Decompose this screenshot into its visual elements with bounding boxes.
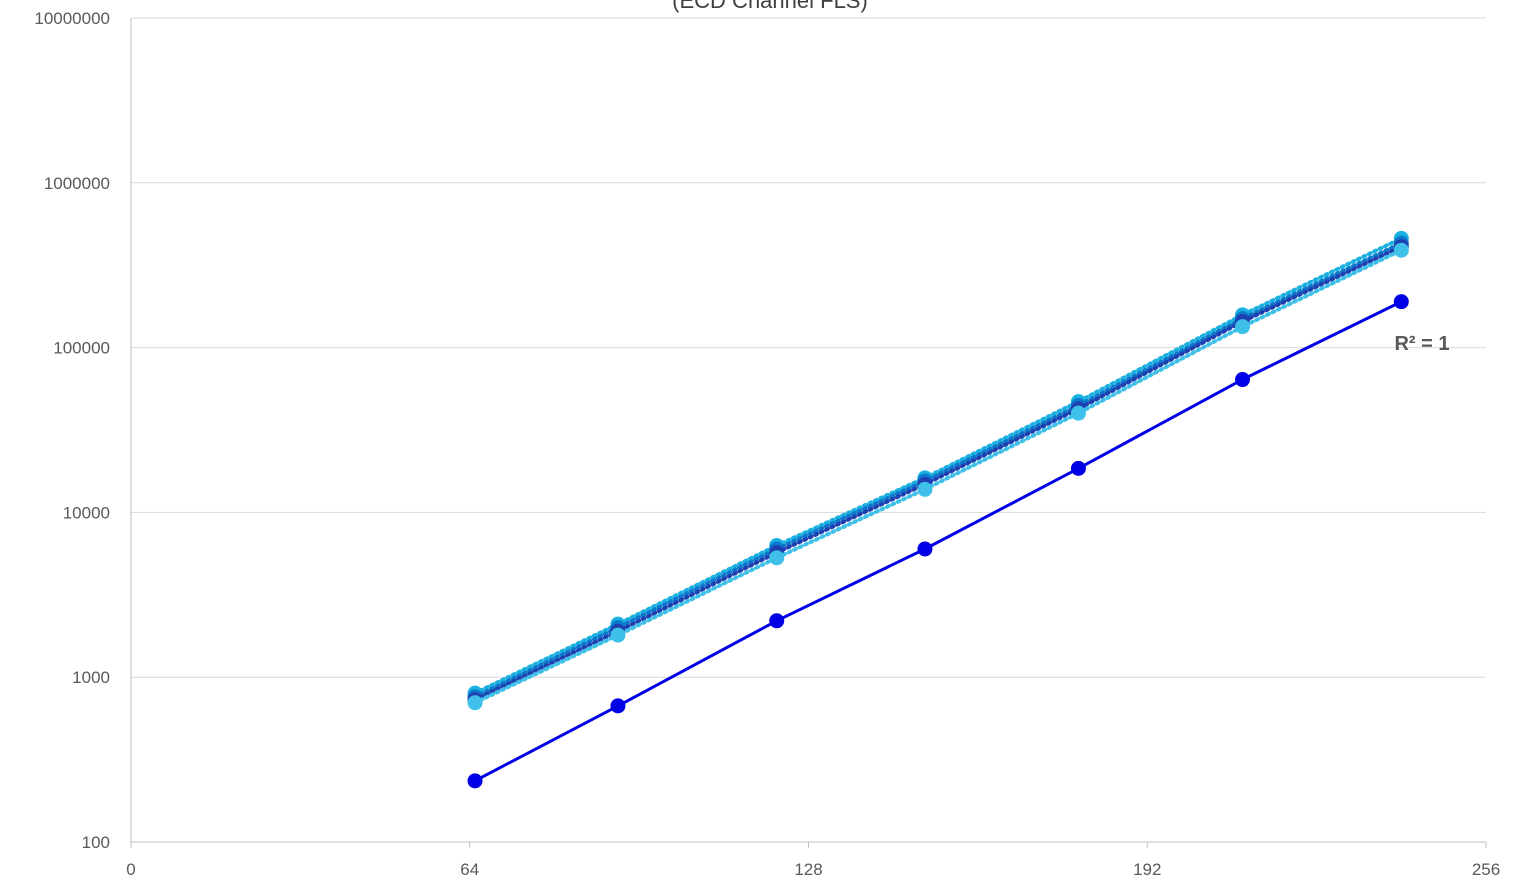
- series-0-point-6: [1393, 294, 1409, 310]
- series-0-point-4: [1070, 460, 1086, 476]
- y-tick-label-10000: 10000: [63, 503, 110, 522]
- y-tick-label-100: 100: [82, 833, 110, 852]
- series-4-point-4: [1070, 405, 1086, 421]
- series-4-point-2: [769, 550, 785, 566]
- y-tick-label-1000: 1000: [72, 668, 110, 687]
- series-4-point-1: [610, 627, 626, 643]
- series-4-point-6: [1393, 242, 1409, 258]
- x-tick-label-128: 128: [794, 860, 822, 879]
- series-0-point-3: [917, 541, 933, 557]
- y-tick-label-10000000: 10000000: [34, 9, 110, 28]
- series-4-point-0: [467, 695, 483, 711]
- series-4-point-3: [917, 481, 933, 497]
- series-0-point-5: [1235, 372, 1251, 388]
- axes: [130, 18, 1487, 848]
- series-4-point-5: [1235, 319, 1251, 335]
- series-0-point-2: [769, 613, 785, 629]
- y-tick-labels: 100 1000 10000 100000 1000000 10000000: [34, 9, 110, 852]
- x-tick-label-192: 192: [1133, 860, 1161, 879]
- x-tick-label-256: 256: [1472, 860, 1500, 879]
- x-tick-labels: 0 64 128 192 256: [126, 860, 1500, 879]
- x-tick-label-64: 64: [460, 860, 479, 879]
- series-0-point-0: [467, 773, 483, 789]
- chart-title: (ECD Channel FLS): [672, 0, 868, 13]
- gridlines: [131, 17, 1486, 678]
- x-tick-label-0: 0: [126, 860, 135, 879]
- y-tick-label-100000: 100000: [53, 339, 110, 358]
- y-tick-label-1000000: 1000000: [44, 174, 110, 193]
- series-0-point-1: [610, 698, 626, 714]
- series-layer: [467, 230, 1409, 789]
- r-squared-annotation: R² = 1: [1394, 333, 1449, 355]
